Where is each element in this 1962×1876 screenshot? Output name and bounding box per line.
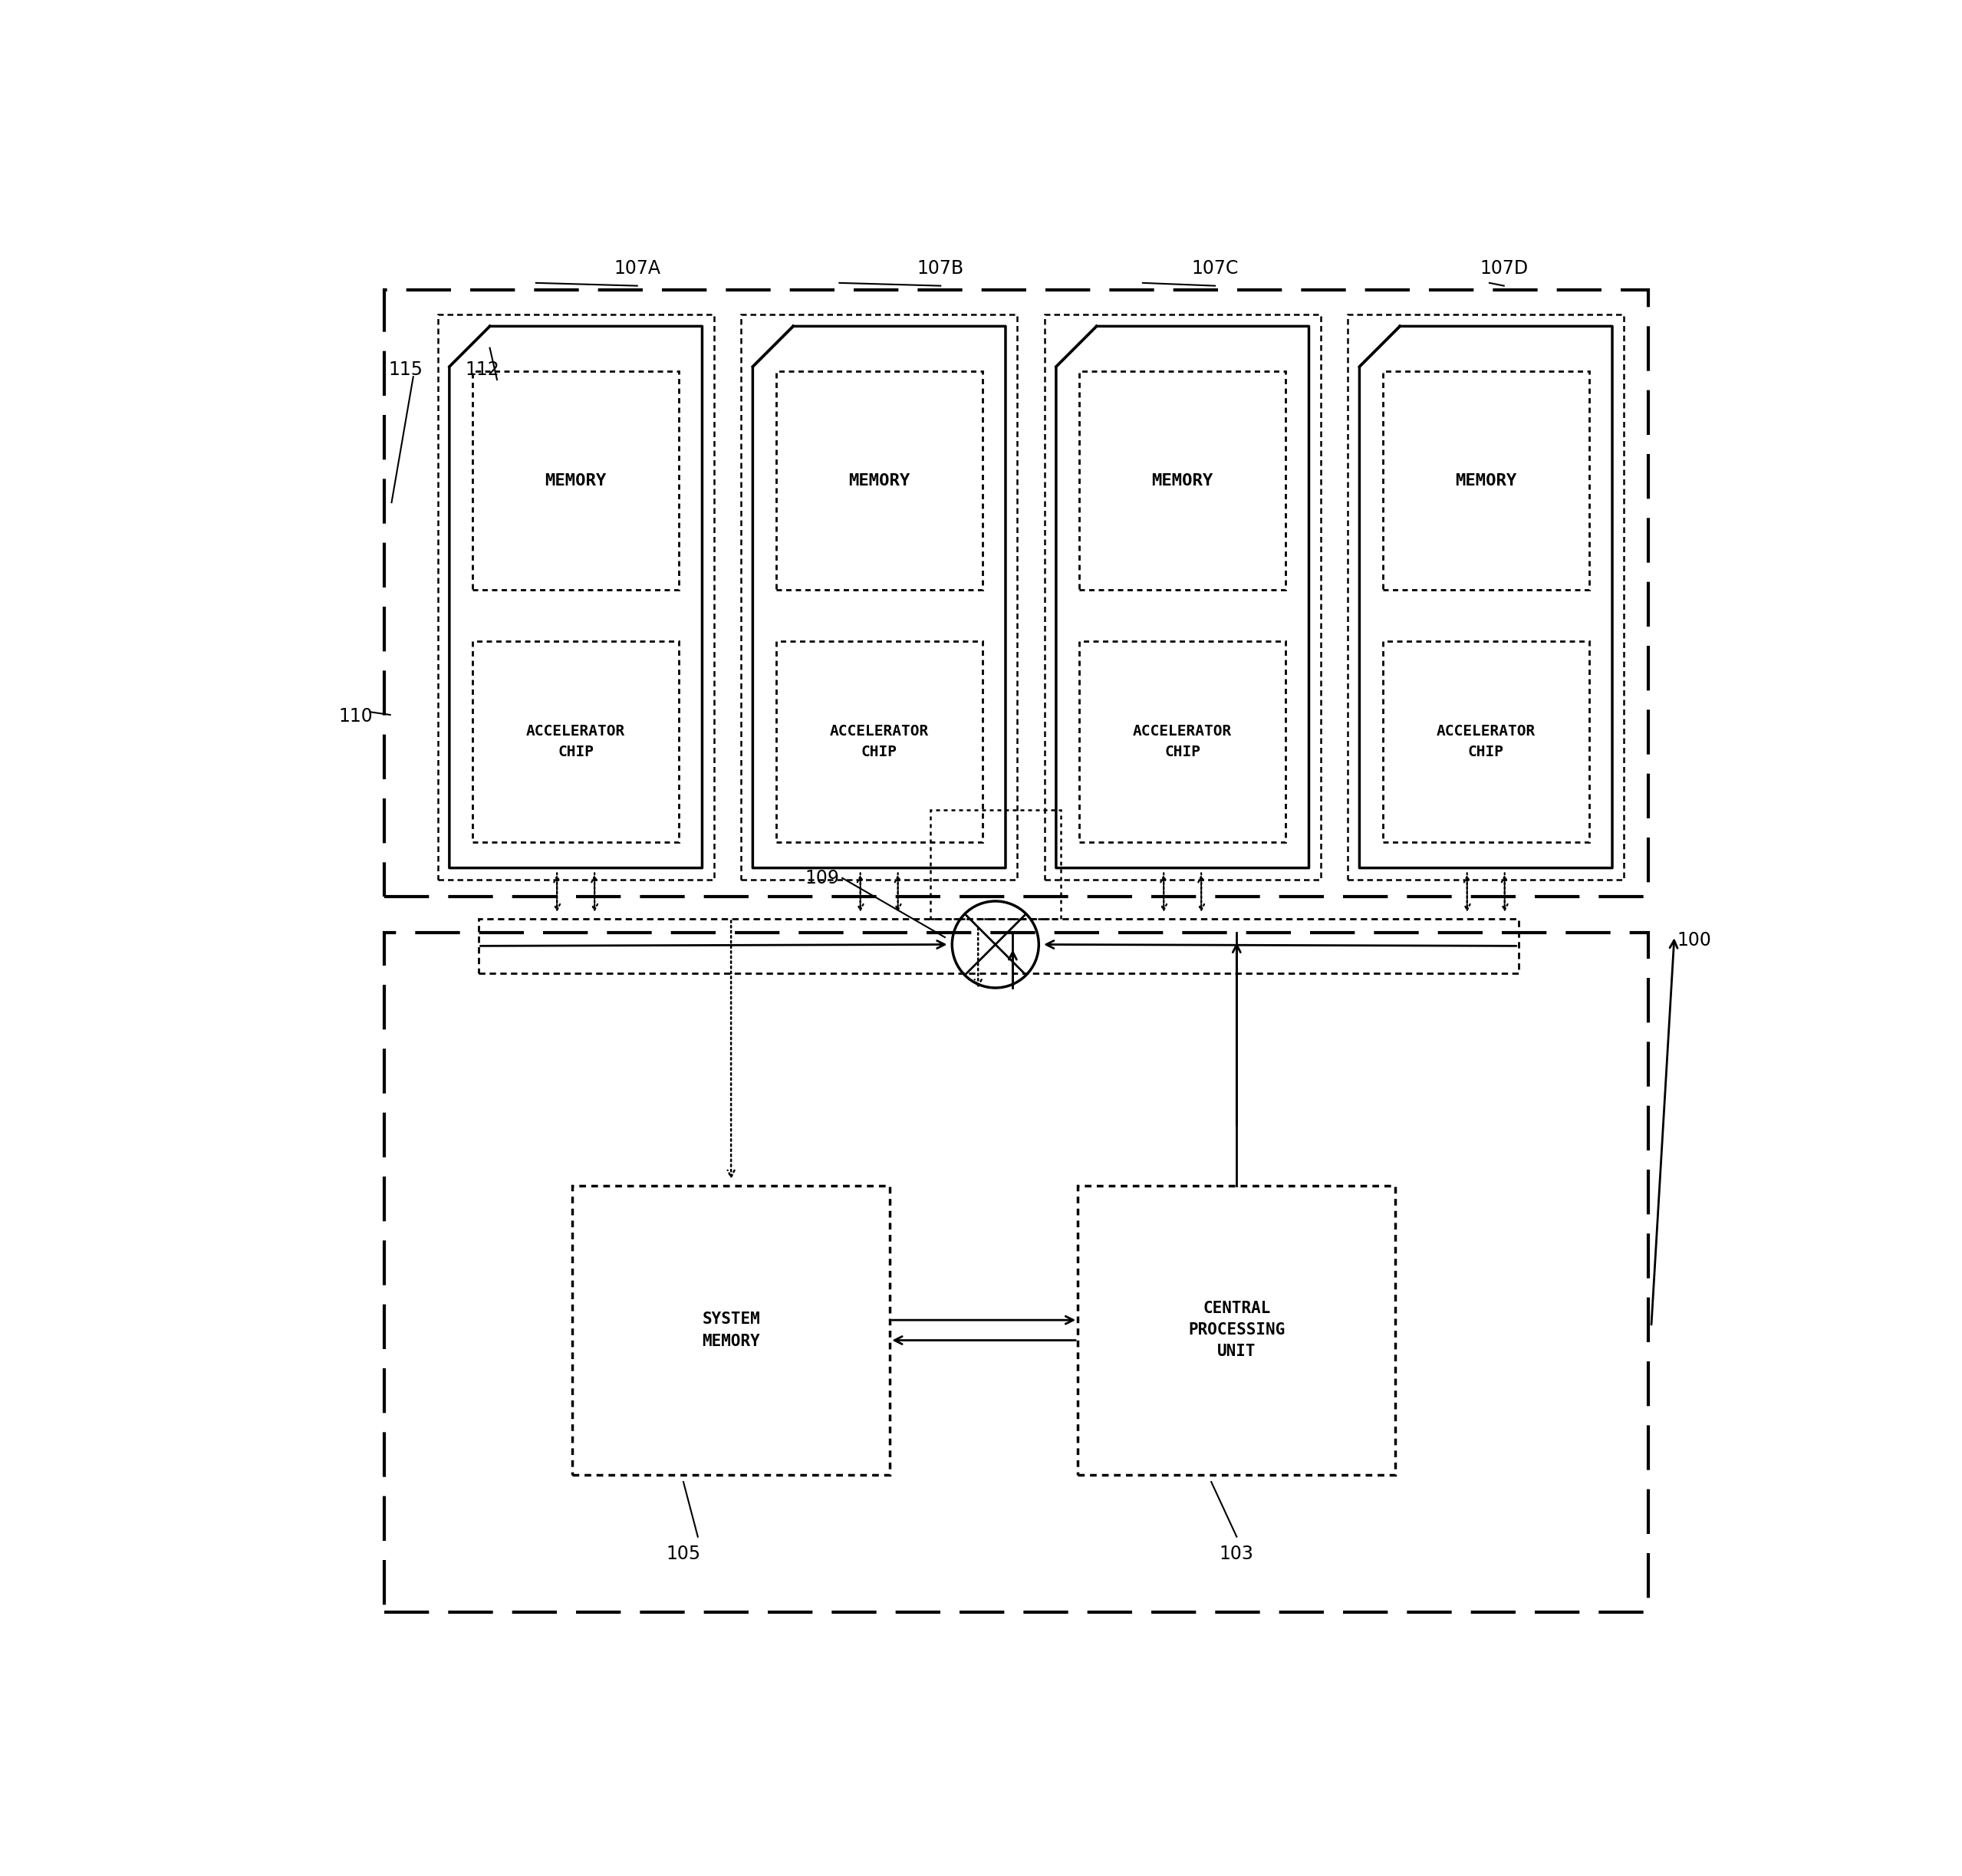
Text: 107D: 107D <box>1479 259 1528 278</box>
Text: CENTRAL
PROCESSING
UNIT: CENTRAL PROCESSING UNIT <box>1189 1302 1285 1360</box>
Bar <box>438 315 714 880</box>
Bar <box>573 1186 891 1475</box>
Bar <box>1383 371 1589 589</box>
Text: 110: 110 <box>337 707 373 726</box>
Bar <box>1044 315 1320 880</box>
Bar <box>1383 642 1589 842</box>
Bar <box>479 919 1519 974</box>
Text: 107A: 107A <box>614 259 661 278</box>
Bar <box>473 642 679 842</box>
Text: 115: 115 <box>388 360 424 379</box>
Bar <box>775 371 983 589</box>
Bar <box>473 371 679 589</box>
Text: 112: 112 <box>465 360 500 379</box>
Text: MEMORY: MEMORY <box>848 473 910 488</box>
Text: ACCELERATOR
CHIP: ACCELERATOR CHIP <box>830 724 928 760</box>
Bar <box>1077 1186 1395 1475</box>
Bar <box>385 932 1648 1611</box>
Bar <box>1079 642 1285 842</box>
Bar <box>1079 371 1285 589</box>
Bar <box>385 291 1648 897</box>
Text: 107B: 107B <box>916 259 963 278</box>
Bar <box>930 810 1059 919</box>
Bar <box>1348 315 1625 880</box>
Text: 103: 103 <box>1220 1544 1254 1563</box>
Text: MEMORY: MEMORY <box>545 473 606 488</box>
Text: 107C: 107C <box>1191 259 1238 278</box>
Text: 109: 109 <box>804 869 840 887</box>
Text: ACCELERATOR
CHIP: ACCELERATOR CHIP <box>526 724 626 760</box>
Bar <box>742 315 1016 880</box>
Text: MEMORY: MEMORY <box>1456 473 1517 488</box>
Text: ACCELERATOR
CHIP: ACCELERATOR CHIP <box>1436 724 1536 760</box>
Text: 100: 100 <box>1678 930 1711 949</box>
Text: MEMORY: MEMORY <box>1152 473 1213 488</box>
Bar <box>775 642 983 842</box>
Text: SYSTEM
MEMORY: SYSTEM MEMORY <box>702 1311 759 1349</box>
Text: ACCELERATOR
CHIP: ACCELERATOR CHIP <box>1132 724 1232 760</box>
Text: 105: 105 <box>665 1544 700 1563</box>
